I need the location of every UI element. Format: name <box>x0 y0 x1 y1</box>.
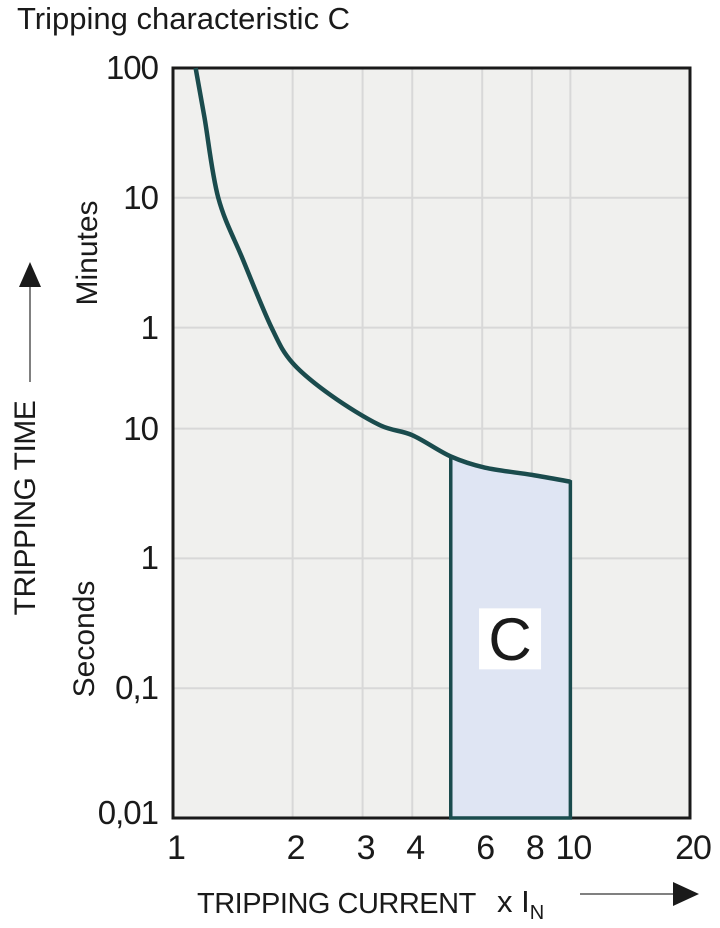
x-tick-label-10: 10 <box>555 829 592 867</box>
y-tick-label-0_01-seconds: 0,01 <box>97 794 159 831</box>
x-tick-label-8: 8 <box>525 829 545 867</box>
y-tick-label-0_1-seconds: 0,1 <box>115 669 159 707</box>
x-axis-title: TRIPPING CURRENT <box>197 888 476 920</box>
y-tick-label-1-seconds: 1 <box>140 539 159 577</box>
current-multiplier-label: x IN <box>497 884 544 923</box>
x-tick-label-1: 1 <box>167 829 186 867</box>
plot-frame <box>171 66 692 820</box>
x-tick-label-2: 2 <box>286 829 306 867</box>
y-tick-label-1-minutes: 1 <box>140 308 159 346</box>
plot-background <box>173 68 690 818</box>
y-tick-label-100-minutes: 100 <box>105 49 159 86</box>
page-title: Tripping characteristic C <box>17 1 351 36</box>
x-tick-label-20: 20 <box>675 829 712 867</box>
x-tick-label-3: 3 <box>356 829 376 867</box>
x-tick-label-4: 4 <box>406 829 425 867</box>
multiplier-text: x I <box>497 884 530 919</box>
tripping-curve <box>193 67 571 484</box>
y-tick-label-10-seconds: 10 <box>123 409 159 447</box>
region-label-box <box>479 608 542 670</box>
x-axis-right-arrow-icon <box>673 882 699 906</box>
region-label-c: C <box>488 606 532 674</box>
subscript-n: N <box>529 902 545 925</box>
y-axis-up-arrow-icon <box>19 262 41 287</box>
x-tick-label-6: 6 <box>476 829 495 867</box>
y-tick-label-10-minutes: 10 <box>123 178 159 216</box>
